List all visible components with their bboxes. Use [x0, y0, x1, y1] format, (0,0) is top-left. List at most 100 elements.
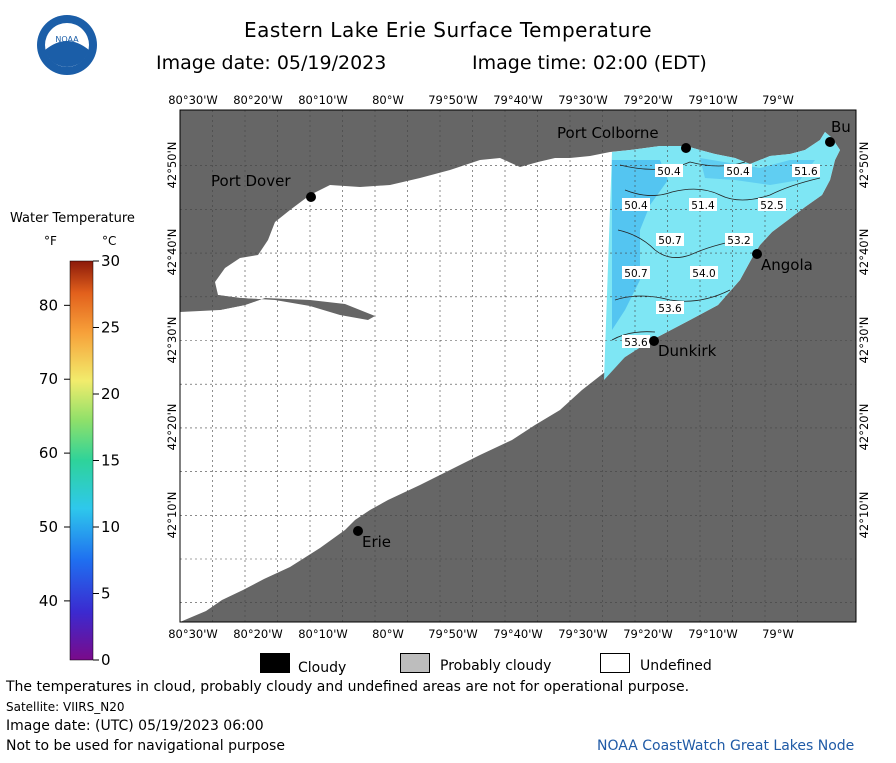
- temp-label-bg: [656, 233, 684, 246]
- temp-label-bg: [724, 164, 752, 177]
- lat-label-left: 42°50'N: [165, 142, 179, 189]
- city-marker: [649, 336, 659, 346]
- temp-label: 53.6: [658, 303, 682, 315]
- temp-label: 53.2: [727, 235, 750, 247]
- lon-label-top: 79°50'W: [428, 93, 478, 107]
- city-label: Erie: [362, 533, 391, 551]
- lon-label-bottom: 80°W: [372, 627, 404, 641]
- city-marker: [752, 249, 762, 259]
- temp-label-bg: [622, 198, 650, 211]
- temp-label-bg: [655, 164, 683, 177]
- lat-label-right: 42°10'N: [857, 492, 871, 539]
- temp-label-bg: [792, 164, 820, 177]
- temp-label-bg: [690, 266, 718, 279]
- temp-label: 50.4: [726, 166, 750, 178]
- lat-label-right: 42°40'N: [857, 229, 871, 276]
- colorbar-unit-f: °F: [44, 234, 57, 248]
- colorbar-unit-c: °C: [102, 234, 117, 248]
- legend-swatch-undefined: [600, 653, 630, 673]
- footer-source: NOAA CoastWatch Great Lakes Node: [597, 738, 855, 754]
- lon-label-top: 80°20'W: [233, 93, 283, 107]
- lon-label-top: 80°W: [372, 93, 404, 107]
- temp-label: 54.0: [692, 268, 715, 280]
- lon-label-top: 79°30'W: [558, 93, 608, 107]
- temp-label: 50.7: [624, 268, 647, 280]
- lat-label-left: 42°10'N: [165, 492, 179, 539]
- footer-disclaimer: The temperatures in cloud, probably clou…: [6, 679, 690, 695]
- footer-utc-date: Image date: (UTC) 05/19/2023 06:00: [6, 718, 264, 734]
- image-date-label: Image date: 05/19/2023: [156, 52, 387, 74]
- colorbar-c-label: 5: [101, 585, 111, 603]
- lat-label-right: 42°30'N: [857, 317, 871, 364]
- colorbar-c-label: 25: [101, 319, 120, 337]
- lon-label-bottom: 80°30'W: [168, 627, 218, 641]
- lon-label-bottom: 79°10'W: [688, 627, 738, 641]
- colorbar-c-label: 30: [101, 252, 120, 270]
- city-label: Port Colborne: [557, 124, 659, 142]
- city-label: Dunkirk: [658, 342, 717, 360]
- colorbar-c-label: 0: [101, 651, 111, 669]
- temp-label: 53.6: [624, 337, 648, 349]
- temp-label-bg: [725, 233, 753, 246]
- image-time-label: Image time: 02:00 (EDT): [472, 52, 707, 74]
- city-marker: [681, 143, 691, 153]
- temp-label: 51.4: [691, 200, 715, 212]
- colorbar-f-label: 80: [39, 296, 58, 314]
- colorbar-title: Water Temperature: [10, 211, 135, 226]
- lon-label-top: 79°40'W: [493, 93, 543, 107]
- footer-satellite: Satellite: VIIRS_N20: [6, 700, 125, 714]
- lat-label-right: 42°20'N: [857, 404, 871, 451]
- lon-label-top: 79°10'W: [688, 93, 738, 107]
- noaa-logo: NOAA: [36, 14, 98, 76]
- city-label: Port Dover: [211, 172, 291, 190]
- page-title: Eastern Lake Erie Surface Temperature: [243, 18, 653, 42]
- city-label: Angola: [761, 256, 813, 274]
- colorbar-f-label: 70: [39, 370, 58, 388]
- colorbar-c-label: 20: [101, 385, 120, 403]
- colorbar-c-label: 15: [101, 452, 120, 470]
- temp-label: 51.6: [794, 166, 818, 178]
- colorbar-f-label: 60: [39, 444, 58, 462]
- lon-label-top: 80°30'W: [168, 93, 218, 107]
- lon-label-bottom: 79°50'W: [428, 627, 478, 641]
- legend-label-cloudy: Cloudy: [298, 660, 347, 676]
- footer-nav-warning: Not to be used for navigational purpose: [6, 738, 285, 754]
- legend-swatch-probably-cloudy: [400, 653, 430, 673]
- temp-label-bg: [758, 198, 786, 211]
- temp-label: 52.5: [760, 200, 783, 212]
- temp-label: 50.4: [624, 200, 648, 212]
- lon-label-bottom: 79°40'W: [493, 627, 543, 641]
- legend-label-undefined: Undefined: [640, 658, 712, 674]
- legend-label-probably-cloudy: Probably cloudy: [440, 658, 552, 674]
- lat-label-left: 42°30'N: [165, 317, 179, 364]
- lon-label-bottom: 80°10'W: [298, 627, 348, 641]
- lat-label-right: 42°50'N: [857, 142, 871, 189]
- long-point-spit: [218, 295, 375, 320]
- lon-label-top: 79°20'W: [623, 93, 673, 107]
- lake-observed-water: [604, 132, 840, 380]
- svg-text:NOAA: NOAA: [55, 35, 79, 44]
- lon-label-top: 80°10'W: [298, 93, 348, 107]
- city-marker: [353, 526, 363, 536]
- temp-label-bg: [689, 198, 717, 211]
- lon-label-bottom: 79°30'W: [558, 627, 608, 641]
- lat-label-left: 42°20'N: [165, 404, 179, 451]
- temp-label-bg: [622, 335, 650, 348]
- temp-label: 50.7: [658, 235, 681, 247]
- city-label: Bu: [831, 118, 851, 136]
- temp-label-bg: [656, 301, 684, 314]
- lon-label-bottom: 80°20'W: [233, 627, 283, 641]
- lon-label-top: 79°W: [762, 93, 794, 107]
- legend-swatch-cloudy: [260, 653, 290, 673]
- city-marker: [306, 192, 316, 202]
- colorbar-f-label: 40: [39, 592, 58, 610]
- lon-label-bottom: 79°W: [762, 627, 794, 641]
- temp-label-bg: [622, 266, 650, 279]
- colorbar-f-label: 50: [39, 518, 58, 536]
- colorbar-c-label: 10: [101, 518, 120, 536]
- city-marker: [825, 137, 835, 147]
- colorbar: 40 50 60 70 80 0 5 10 15 20 25 30: [39, 252, 120, 669]
- lon-label-bottom: 79°20'W: [623, 627, 673, 641]
- lat-label-left: 42°40'N: [165, 229, 179, 276]
